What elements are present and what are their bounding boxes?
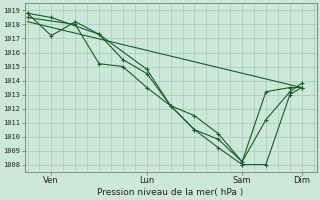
- X-axis label: Pression niveau de la mer( hPa ): Pression niveau de la mer( hPa ): [98, 188, 244, 197]
